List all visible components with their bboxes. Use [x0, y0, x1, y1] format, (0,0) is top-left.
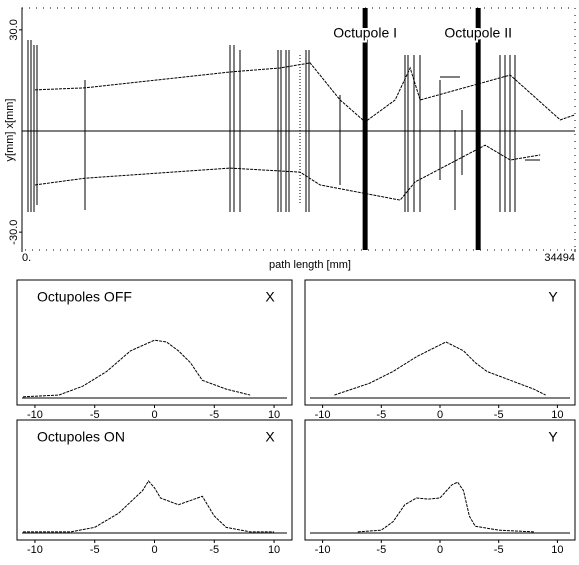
panel-frame: [304, 279, 576, 406]
x-tick-label: 34494: [544, 252, 575, 264]
x-tick-label: -10: [315, 409, 331, 421]
series-line: [22, 480, 275, 533]
series-line: [357, 481, 534, 533]
x-tick-label: -5: [90, 409, 100, 421]
x-tick-label: -5: [376, 409, 386, 421]
x-tick-label: -5: [209, 544, 219, 556]
y-tick-label: 30.0: [8, 19, 20, 40]
annotation: Octupole I: [333, 25, 397, 41]
panel-label: X: [265, 429, 275, 445]
x-tick-label: -5: [376, 544, 386, 556]
series-line: [34, 144, 541, 201]
x-tick-label: -10: [27, 409, 43, 421]
series-line: [22, 339, 251, 398]
panel-label: Y: [548, 429, 558, 445]
y-axis-label: y[mm] x[mm]: [4, 99, 16, 162]
x-tick-label: 10: [268, 409, 280, 421]
panel-title: Octupoles OFF: [37, 289, 132, 305]
x-tick-label: -10: [27, 544, 43, 556]
x-tick-label: -5: [494, 409, 504, 421]
y-tick-label: -30.0: [8, 220, 20, 245]
panel-frame: [304, 419, 576, 541]
magnet-elements: [27, 40, 540, 212]
x-tick-label: 0: [151, 409, 157, 421]
x-tick-label: 0: [437, 409, 443, 421]
x-tick-label: -10: [315, 544, 331, 556]
panel-title: Octupoles ON: [37, 429, 125, 445]
annotation: Octupole II: [444, 25, 512, 41]
x-tick-label: 10: [551, 409, 563, 421]
series-line: [334, 341, 546, 396]
series-line: [34, 62, 576, 123]
x-tick-label: 10: [551, 544, 563, 556]
x-tick-label: 0: [437, 544, 443, 556]
panel-label: Y: [548, 289, 558, 305]
panel-label: X: [265, 289, 275, 305]
x-axis-label: path length [mm]: [269, 259, 351, 271]
x-tick-label: 10: [268, 544, 280, 556]
x-tick-label: -5: [209, 409, 219, 421]
x-tick-label: -5: [494, 544, 504, 556]
plot-frame: [21, 7, 576, 251]
x-tick-label: 0: [151, 544, 157, 556]
x-tick-label: -5: [90, 544, 100, 556]
x-tick-label: 0.: [22, 252, 31, 264]
